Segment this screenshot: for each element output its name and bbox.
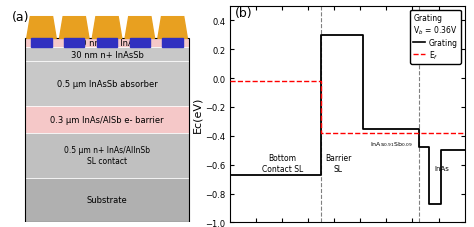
Text: InAs$_{0.91}$Sb$_{0.09}$: InAs$_{0.91}$Sb$_{0.09}$ xyxy=(370,139,412,148)
Text: 0.5 μm n+ InAs/AllnSb
SL contact: 0.5 μm n+ InAs/AllnSb SL contact xyxy=(64,146,150,165)
Text: (a): (a) xyxy=(11,11,29,24)
Text: 30 nm n+ InAsSb: 30 nm n+ InAsSb xyxy=(71,50,144,59)
Polygon shape xyxy=(125,18,155,39)
Y-axis label: Ec(eV): Ec(eV) xyxy=(192,96,202,133)
Bar xyxy=(25,62,189,106)
Bar xyxy=(25,48,189,62)
Polygon shape xyxy=(27,18,56,39)
Text: Bottom
Contact SL: Bottom Contact SL xyxy=(262,153,303,173)
Legend: Grating, E$_f$: Grating, E$_f$ xyxy=(410,11,461,64)
Text: Substrate: Substrate xyxy=(87,196,128,205)
Bar xyxy=(25,106,189,133)
Text: InAs: InAs xyxy=(435,165,449,171)
Bar xyxy=(25,178,189,222)
Polygon shape xyxy=(31,39,52,48)
Text: Barrier
SL: Barrier SL xyxy=(325,153,352,173)
Polygon shape xyxy=(163,39,183,48)
Text: 0.5 μm InAsSb absorber: 0.5 μm InAsSb absorber xyxy=(57,79,157,88)
Bar xyxy=(25,39,189,222)
Bar xyxy=(25,133,189,178)
Polygon shape xyxy=(130,39,150,48)
Bar xyxy=(25,39,189,48)
Polygon shape xyxy=(60,18,89,39)
Polygon shape xyxy=(97,39,117,48)
Text: (b): (b) xyxy=(235,7,253,20)
Text: 0.3 μm InAs/AlSb e- barrier: 0.3 μm InAs/AlSb e- barrier xyxy=(50,115,164,124)
Polygon shape xyxy=(92,18,122,39)
Text: 10 nm n+ InAs: 10 nm n+ InAs xyxy=(76,39,138,48)
Polygon shape xyxy=(64,39,84,48)
Polygon shape xyxy=(158,18,187,39)
